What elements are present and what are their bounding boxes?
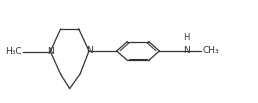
Text: H₃C: H₃C [5, 47, 22, 56]
Text: N: N [47, 47, 54, 56]
Text: CH₃: CH₃ [202, 46, 219, 56]
Text: N: N [183, 46, 190, 56]
Text: H: H [184, 33, 190, 42]
Text: N: N [86, 46, 92, 56]
